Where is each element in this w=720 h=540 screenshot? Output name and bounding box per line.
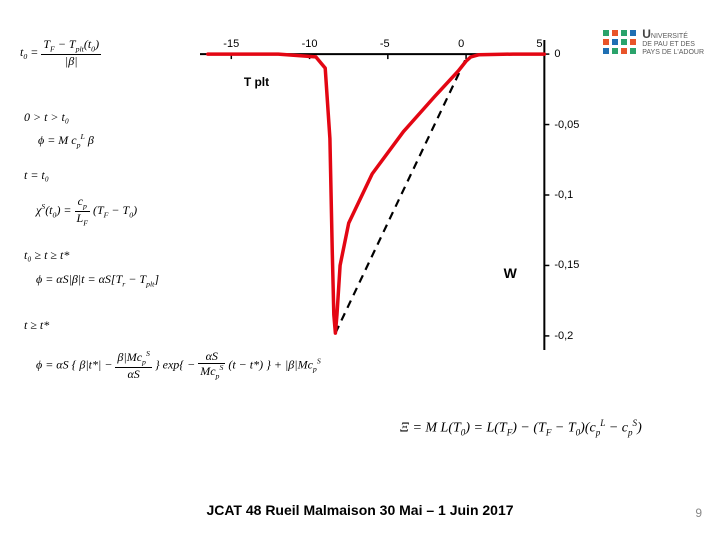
eq-phi1: ϕ = M cpL β: [38, 132, 94, 149]
slide: UNIVERSITÉ DE PAU ET DES PAYS DE L'ADOUR…: [0, 0, 720, 540]
cond-1: 0 > t > t₀: [24, 110, 69, 125]
footer-text: JCAT 48 Rueil Malmaison 30 Mai – 1 Juin …: [0, 502, 720, 518]
y-tick-label: -0,05: [554, 119, 579, 131]
eq-xi: Ξ = M L(T0) = L(TF) − (TF − T0)(cpL − cp…: [400, 418, 642, 437]
cond-3: t₀ ≥ t ≥ t*: [24, 248, 69, 263]
label-tplt: T plt: [244, 75, 269, 89]
logo-text: UNIVERSITÉ DE PAU ET DES PAYS DE L'ADOUR: [642, 28, 704, 57]
eq-big: ϕ = αS { β|t*| − β|McpSαS } exp{ − αSMcp…: [36, 350, 321, 381]
y-tick-label: -0,1: [554, 189, 573, 201]
eq-phi2: ϕ = αS|β|t = αS[Tr − Tplt]: [36, 272, 159, 288]
logo-line-1: NIVERSITÉ: [651, 33, 688, 40]
eq-chi: χS(t0) = cpLF (TF − T0): [36, 195, 137, 228]
x-tick-label: -15: [223, 38, 239, 50]
y-tick-label: -0,2: [554, 330, 573, 342]
label-w: W: [504, 265, 517, 281]
logo-line-3: PAYS DE L'ADOUR: [642, 49, 704, 57]
x-tick-label: 0: [458, 38, 464, 50]
x-tick-label: -10: [302, 38, 318, 50]
y-tick-label: -0,15: [554, 259, 579, 271]
university-logo: UNIVERSITÉ DE PAU ET DES PAYS DE L'ADOUR: [603, 28, 704, 57]
logo-dots-icon: [603, 30, 636, 54]
page-number: 9: [695, 506, 702, 520]
cond-4: t ≥ t*: [24, 318, 49, 333]
eq-t0: t0 = TF − Tplt(t0)|β|: [20, 38, 101, 68]
cond-2: t = t₀: [24, 168, 49, 183]
x-tick-label: -5: [380, 38, 390, 50]
y-tick-label: 0: [554, 48, 560, 60]
x-tick-label: 5: [536, 38, 542, 50]
logo-line-2: DE PAU ET DES: [642, 41, 704, 49]
